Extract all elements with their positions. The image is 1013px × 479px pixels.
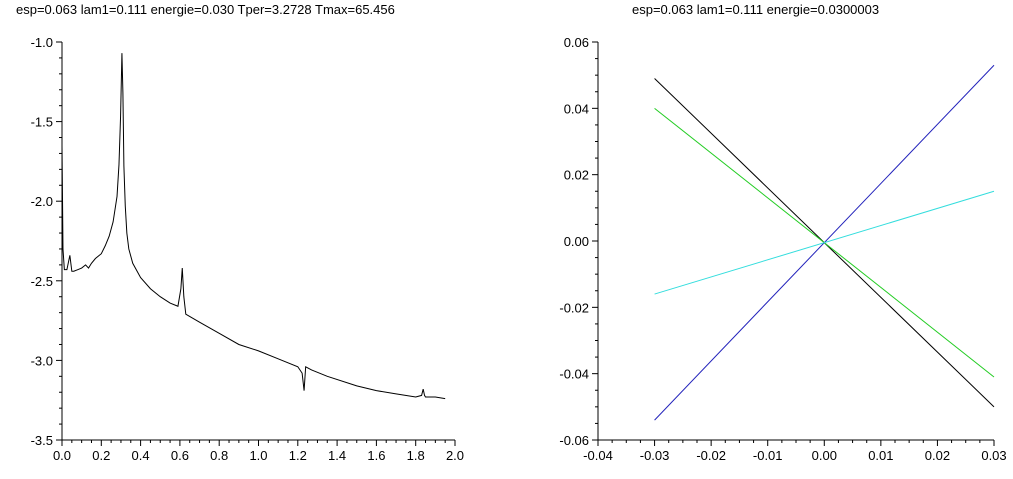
x-tick-label: -0.04 [583, 448, 613, 463]
chart-right: -0.04 -0.03 -0.02 -0.01 0.00 0.01 0.02 0.03 0.06… [559, 35, 1006, 463]
x-tick-label: 0.01 [868, 448, 893, 463]
y-tick-label: -2.0 [31, 194, 53, 209]
x-tick-label: 0.02 [925, 448, 950, 463]
y-tick-label: -2.5 [31, 274, 53, 289]
y-tick-label: -0.06 [559, 433, 589, 448]
x-tick-label: 2.0 [446, 448, 464, 463]
y-tick-label: 0.02 [564, 168, 589, 183]
chart-panel-left: esp=0.063 lam1=0.111 energie=0.030 Tper=… [0, 0, 506, 479]
x-tick-label: 1.8 [407, 448, 425, 463]
x-tick-label: -0.03 [640, 448, 670, 463]
x-tick-label: 1.6 [367, 448, 385, 463]
x-tick-label: 0.8 [210, 448, 228, 463]
x-tick-label: 0.00 [812, 448, 837, 463]
y-tick-label: -3.5 [31, 433, 53, 448]
x-tick-label: 0.0 [53, 448, 71, 463]
x-tick-label: 1.4 [328, 448, 346, 463]
y-tick-label: -0.02 [559, 300, 589, 315]
y-tick-label: 0.00 [564, 234, 589, 249]
chart-panel-right: esp=0.063 lam1=0.111 energie=0.0300003 -… [506, 0, 1013, 479]
chart-title-right: esp=0.063 lam1=0.111 energie=0.0300003 [632, 2, 880, 17]
x-tick-label: 0.6 [171, 448, 189, 463]
x-tick-label: -0.01 [753, 448, 783, 463]
series-line-1 [61, 53, 446, 400]
y-tick-label: -1.0 [31, 35, 53, 50]
y-tick-label: -0.04 [559, 367, 589, 382]
y-tick-label: 0.06 [564, 35, 589, 50]
x-tick-label: -0.02 [696, 448, 726, 463]
x-tick-label: 1.2 [289, 448, 307, 463]
y-tick-label: -1.5 [31, 115, 53, 130]
y-tick-label: 0.04 [564, 101, 589, 116]
chart-title-left: esp=0.063 lam1=0.111 energie=0.030 Tper=… [16, 2, 395, 17]
x-tick-label: 1.0 [249, 448, 267, 463]
x-tick-label: 0.4 [132, 448, 150, 463]
x-tick-label: 0.2 [92, 448, 110, 463]
chart-left: 0.0 0.2 0.4 0.6 0.8 1.0 1.2 1.4 1.6 1.8 2.0 -1.0 -1.… [31, 35, 464, 463]
y-tick-label: -3.0 [31, 353, 53, 368]
series-line-4 [654, 190, 995, 295]
x-tick-label: 0.03 [981, 448, 1006, 463]
